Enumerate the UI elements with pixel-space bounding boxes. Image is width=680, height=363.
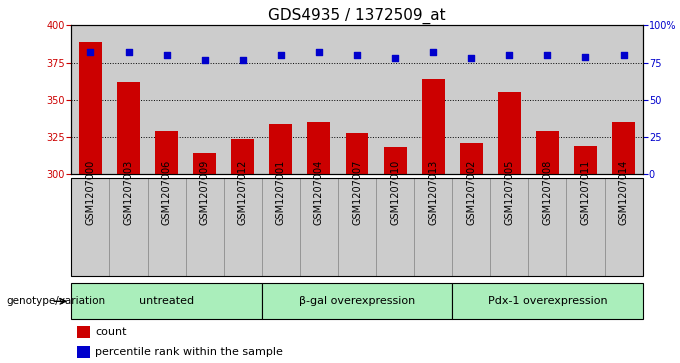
Point [85, 49, 96, 55]
Text: GSM1207005: GSM1207005 [505, 160, 514, 225]
Bar [422, 79, 445, 174]
Bar [460, 143, 483, 174]
Bar [612, 122, 635, 174]
Bar [186, 178, 224, 276]
Bar [231, 139, 254, 174]
Text: GSM1207008: GSM1207008 [543, 160, 552, 225]
Bar [452, 178, 490, 276]
Bar [262, 283, 452, 319]
Text: untreated: untreated [139, 296, 194, 306]
Text: GSM1207006: GSM1207006 [162, 160, 171, 225]
Point [352, 52, 362, 58]
Bar [71, 178, 109, 276]
Text: GSM1207010: GSM1207010 [390, 160, 400, 225]
Point [428, 49, 439, 55]
Text: GSM1207003: GSM1207003 [124, 160, 133, 225]
Bar [536, 131, 559, 174]
Point [390, 55, 401, 61]
Bar [566, 178, 605, 276]
Bar [307, 122, 330, 174]
Bar [498, 92, 521, 174]
Bar [155, 131, 178, 174]
Text: GSM1207014: GSM1207014 [619, 160, 628, 225]
Point [275, 52, 286, 58]
Bar [574, 146, 597, 174]
Bar [117, 82, 140, 174]
Text: Pdx-1 overexpression: Pdx-1 overexpression [488, 296, 607, 306]
Text: GSM1207009: GSM1207009 [200, 160, 209, 225]
Bar [193, 154, 216, 174]
Point [123, 49, 134, 55]
Bar [414, 178, 452, 276]
Point [313, 49, 324, 55]
Bar [605, 178, 643, 276]
Text: GSM1207012: GSM1207012 [238, 160, 248, 225]
Text: GSM1207007: GSM1207007 [352, 160, 362, 225]
Point [199, 57, 210, 62]
Text: GSM1207013: GSM1207013 [428, 160, 438, 225]
Text: GSM1207001: GSM1207001 [276, 160, 286, 225]
Bar [109, 178, 148, 276]
Title: GDS4935 / 1372509_at: GDS4935 / 1372509_at [268, 8, 446, 24]
Bar [376, 178, 414, 276]
Text: count: count [95, 327, 127, 337]
Bar [384, 147, 407, 174]
Point [542, 52, 553, 58]
Bar [269, 124, 292, 174]
Bar [345, 132, 369, 174]
Bar [452, 283, 643, 319]
Bar [148, 178, 186, 276]
Bar [338, 178, 376, 276]
Text: GSM1207004: GSM1207004 [314, 160, 324, 225]
Point [466, 55, 477, 61]
Text: GSM1207011: GSM1207011 [581, 160, 590, 225]
Bar [224, 178, 262, 276]
Bar [77, 346, 90, 358]
Point [618, 52, 629, 58]
Point [580, 54, 591, 60]
Bar [528, 178, 566, 276]
Text: β-gal overexpression: β-gal overexpression [299, 296, 415, 306]
Bar [300, 178, 338, 276]
Bar [77, 326, 90, 338]
Text: GSM1207002: GSM1207002 [466, 160, 476, 225]
Text: genotype/variation: genotype/variation [7, 296, 106, 306]
Bar [490, 178, 528, 276]
Text: GSM1207000: GSM1207000 [86, 160, 95, 225]
Bar [262, 178, 300, 276]
Bar [71, 283, 262, 319]
Text: percentile rank within the sample: percentile rank within the sample [95, 347, 284, 357]
Point [504, 52, 515, 58]
Point [161, 52, 172, 58]
Point [237, 57, 248, 62]
Bar [79, 42, 102, 174]
